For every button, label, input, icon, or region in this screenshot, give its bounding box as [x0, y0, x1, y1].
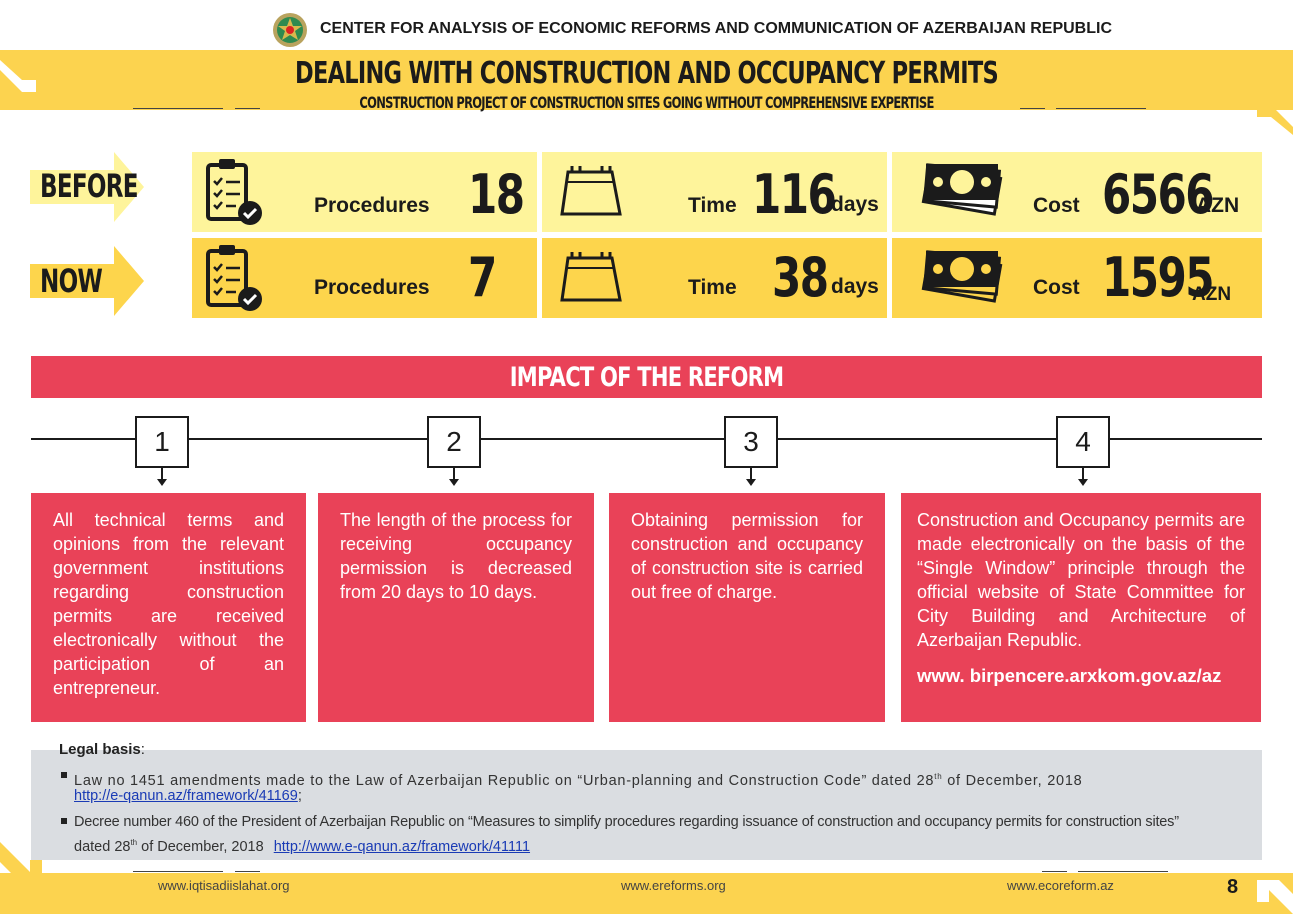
before-time-value: 116 — [752, 163, 837, 226]
step-4-box: 4 — [1056, 416, 1110, 468]
azerbaijan-emblem-icon — [273, 13, 307, 47]
arrow-down-icon — [157, 479, 167, 486]
divider — [1020, 108, 1045, 109]
footer-link-3[interactable]: www.ecoreform.az — [1007, 878, 1114, 893]
legal-item-2: Decree number 460 of the President of Az… — [74, 814, 1179, 830]
page-number: 8 — [1227, 876, 1239, 898]
before-procedures-label: Procedures — [314, 194, 430, 217]
step-connector — [1082, 468, 1084, 480]
now-procedures-label: Procedures — [314, 276, 430, 299]
now-cost-unit: AZN — [1192, 284, 1232, 305]
footer-link-1[interactable]: www.iqtisadiislahat.org — [158, 878, 290, 893]
arrow-down-icon — [449, 479, 459, 486]
step-connector — [161, 468, 163, 480]
now-time-value: 38 — [772, 246, 829, 309]
corner-decoration-icon — [0, 60, 36, 92]
step-1-box: 1 — [135, 416, 189, 468]
now-cost-value: 1595 — [1102, 246, 1215, 309]
now-label: NOW — [40, 262, 103, 300]
arrow-down-icon — [746, 479, 756, 486]
arrow-down-icon — [1078, 479, 1088, 486]
footer-band — [0, 873, 1293, 914]
page-subtitle: CONSTRUCTION PROJECT OF CONSTRUCTION SIT… — [359, 93, 934, 112]
step-connector — [453, 468, 455, 480]
step-connector — [750, 468, 752, 480]
bullet-icon — [61, 772, 67, 778]
now-time-label: Time — [688, 276, 737, 299]
legal-item-2-date-row: dated 28th of December, 2018 http://www.… — [74, 838, 531, 855]
impact-card-text: Obtaining permission for construction an… — [631, 510, 863, 602]
before-arrow — [30, 152, 144, 222]
calendar-icon — [560, 252, 622, 302]
clipboard-check-icon — [206, 159, 262, 225]
impact-header — [31, 356, 1262, 398]
impact-title: IMPACT OF THE REFORM — [509, 362, 784, 393]
divider — [133, 108, 223, 109]
footer-link-2[interactable]: www.ereforms.org — [621, 878, 726, 893]
impact-card-4: Construction and Occupancy permits are m… — [901, 493, 1261, 722]
impact-card-3: Obtaining permission for construction an… — [609, 493, 885, 722]
before-cost-unit: AZN — [1196, 194, 1240, 217]
before-label: BEFORE — [40, 167, 139, 205]
now-cost-label: Cost — [1033, 276, 1080, 299]
impact-card-1: All technical terms and opinions from th… — [31, 493, 306, 722]
now-arrow — [30, 246, 144, 316]
before-cost-value: 6566 — [1102, 163, 1215, 226]
page-title: DEALING WITH CONSTRUCTION AND OCCUPANCY … — [295, 56, 999, 91]
clipboard-check-icon — [206, 245, 262, 311]
legal-basis-panel — [31, 750, 1262, 860]
impact-card-text: Construction and Occupancy permits are m… — [917, 510, 1245, 650]
corner-decoration-icon — [1257, 880, 1293, 914]
divider — [235, 871, 260, 872]
impact-card-text: All technical terms and opinions from th… — [53, 510, 284, 698]
now-procedures-value: 7 — [468, 246, 497, 309]
website-link[interactable]: www. birpencere.arxkom.gov.az/az — [917, 665, 1222, 686]
legal-item-1-link-row: http://e-qanun.az/framework/41169; — [74, 788, 302, 804]
step-2-box: 2 — [427, 416, 481, 468]
legal-link-1[interactable]: http://e-qanun.az/framework/41169 — [74, 788, 298, 804]
step-3-box: 3 — [724, 416, 778, 468]
corner-decoration-icon — [0, 842, 42, 882]
legal-item-1: Law no 1451 amendments made to the Law o… — [74, 772, 1083, 789]
before-time-unit: days — [831, 193, 879, 216]
legal-basis-heading: Legal basis: — [59, 741, 145, 758]
divider — [235, 108, 260, 109]
bullet-icon — [61, 818, 67, 824]
before-cost-label: Cost — [1033, 194, 1080, 217]
divider — [1078, 871, 1168, 872]
divider — [1042, 871, 1067, 872]
now-time-unit: days — [831, 275, 879, 298]
before-time-label: Time — [688, 194, 737, 217]
org-name: CENTER FOR ANALYSIS OF ECONOMIC REFORMS … — [320, 20, 1113, 37]
impact-card-text: The length of the process for receiving … — [340, 510, 572, 602]
now-time-cell — [542, 238, 887, 318]
money-icon — [921, 250, 1003, 303]
divider — [133, 871, 223, 872]
corner-decoration-icon — [1257, 105, 1293, 135]
impact-card-2: The length of the process for receiving … — [318, 493, 594, 722]
divider — [1056, 108, 1146, 109]
money-icon — [921, 163, 1003, 216]
calendar-icon — [560, 166, 622, 216]
before-time-cell — [542, 152, 887, 232]
before-procedures-value: 18 — [468, 163, 525, 226]
title-band — [0, 50, 1293, 110]
timeline-line — [31, 438, 1262, 440]
legal-link-2[interactable]: http://www.e-qanun.az/framework/41111 — [273, 838, 531, 855]
